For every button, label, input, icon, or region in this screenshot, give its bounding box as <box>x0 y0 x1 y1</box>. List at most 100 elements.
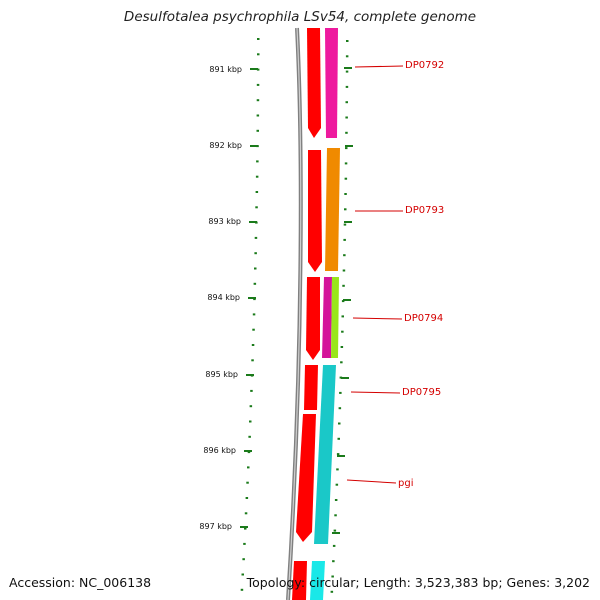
gene-label-dp0792[interactable]: DP0792 <box>405 60 444 71</box>
inner-minor-tick <box>338 407 342 410</box>
inner-minor-tick <box>336 453 340 456</box>
inner-minor-tick <box>341 300 345 303</box>
inner-minor-tick <box>344 193 347 195</box>
ruler-minor-tick <box>255 191 259 193</box>
inner-minor-tick <box>337 437 340 440</box>
ruler-minor-tick <box>252 328 255 331</box>
strand-arrows <box>292 28 322 600</box>
ruler-minor-tick <box>257 53 260 56</box>
inner-major-ticks <box>332 67 353 534</box>
ruler-minor-tick <box>249 420 252 423</box>
map-title: Desulfotalea psychrophila LSv54, complet… <box>123 9 477 25</box>
ruler-minor-tick <box>253 282 257 285</box>
inner-minor-tick <box>343 254 346 257</box>
ruler-minor-tick <box>251 359 254 362</box>
ruler-minor-tick <box>247 451 251 454</box>
ruler-minor-tick <box>254 267 257 270</box>
ruler-minor-tick <box>242 558 245 561</box>
gene-leader-line <box>346 479 397 484</box>
inner-minor-tick <box>338 422 341 425</box>
inner-minor-tick <box>336 468 339 471</box>
gene-label-dp0795[interactable]: DP0795 <box>402 387 441 398</box>
ruler-minor-tick <box>251 344 255 346</box>
feature-block-magenta <box>325 28 338 138</box>
ruler-minor-tick <box>256 68 260 71</box>
gene-label-dp0793[interactable]: DP0793 <box>405 205 444 216</box>
ruler-label: 894 kbp <box>207 293 240 302</box>
inner-minor-tick <box>343 223 347 226</box>
inner-minor-tick <box>345 147 348 150</box>
ruler-minor-tick <box>244 512 248 515</box>
strand-arrow <box>306 277 320 360</box>
inner-minor-tick <box>346 40 349 42</box>
inner-minor-tick <box>345 70 349 73</box>
feature-block-orange <box>325 148 340 271</box>
strand-arrow <box>292 561 307 600</box>
inner-minor-tick <box>339 391 342 394</box>
inner-minor-tick <box>335 483 339 486</box>
ruler-minor-tick <box>241 573 244 576</box>
inner-minor-tick <box>332 560 335 563</box>
inner-minor-tick <box>341 330 344 333</box>
strand-arrow <box>304 365 318 410</box>
ruler-minor-tick <box>256 114 260 117</box>
inner-minor-tick <box>339 376 343 379</box>
inner-minor-tick <box>345 101 348 104</box>
inner-minor-tick <box>340 361 343 364</box>
feature-blocks <box>310 28 340 600</box>
inner-minor-tick <box>342 269 346 272</box>
ruler-minor-tick <box>255 206 258 209</box>
ruler-minor-tick <box>250 389 253 392</box>
ruler-minor-tick <box>254 252 257 255</box>
ruler-minor-ticks-left <box>240 38 260 591</box>
feature-block-cyan <box>314 365 336 544</box>
ruler-minor-tick <box>247 466 250 469</box>
feature-block-lime <box>331 277 339 358</box>
inner-minor-tick <box>345 85 349 88</box>
feature-block-magenta-small <box>322 277 332 358</box>
ruler-label: 893 kbp <box>208 217 241 226</box>
inner-minor-tick <box>344 162 348 165</box>
ruler-minor-tick <box>240 588 244 591</box>
inner-minor-tick <box>345 116 348 119</box>
gene-labels[interactable]: DP0792 DP0793 DP0794 DP0795 pgi <box>346 60 444 489</box>
strand-arrow <box>296 414 316 542</box>
inner-minor-tick <box>345 55 349 58</box>
inner-minor-tick <box>334 514 337 517</box>
accession-text: Accession: NC_006138 <box>9 575 152 590</box>
ruler-minor-tick <box>256 99 260 102</box>
strand-arrow <box>308 150 322 272</box>
ruler-minor-tick <box>249 405 253 408</box>
inner-minor-tick <box>344 208 347 211</box>
inner-minor-tick <box>340 346 344 348</box>
ruler-major-ticks: 891 kbp 892 kbp 893 kbp 894 kbp 895 kbp … <box>199 65 258 531</box>
inner-minor-tick <box>333 529 337 532</box>
inner-minor-tick <box>331 575 334 578</box>
ruler-label: 897 kbp <box>199 522 232 531</box>
gene-label-pgi[interactable]: pgi <box>398 478 413 489</box>
inner-minor-tick <box>341 315 344 318</box>
genome-summary: Topology: circular; Length: 3,523,383 bp… <box>246 575 590 590</box>
ruler-minor-tick <box>257 38 260 40</box>
ruler-minor-tick <box>256 160 259 163</box>
ruler-minor-tick <box>246 481 249 484</box>
gene-leader-line <box>354 65 404 68</box>
ruler-minor-tick <box>254 236 258 239</box>
ruler-minor-tick <box>244 527 247 530</box>
inner-minor-tick <box>344 177 348 180</box>
strand-arrow <box>307 28 321 138</box>
ruler-minor-tick <box>252 313 256 316</box>
ruler-minor-tick <box>245 497 249 499</box>
inner-minor-tick <box>330 590 334 593</box>
ruler-minor-ticks-right <box>330 40 349 593</box>
ruler-label: 896 kbp <box>203 446 236 455</box>
ruler-minor-tick <box>253 298 256 301</box>
ruler-label: 895 kbp <box>205 370 238 379</box>
inner-minor-tick <box>332 544 336 547</box>
inner-minor-tick <box>343 238 346 241</box>
inner-minor-tick <box>342 284 345 287</box>
ruler-minor-tick <box>256 129 259 132</box>
gene-label-dp0794[interactable]: DP0794 <box>404 313 443 324</box>
gene-leader-line <box>350 391 401 394</box>
ruler-minor-tick <box>256 83 260 86</box>
